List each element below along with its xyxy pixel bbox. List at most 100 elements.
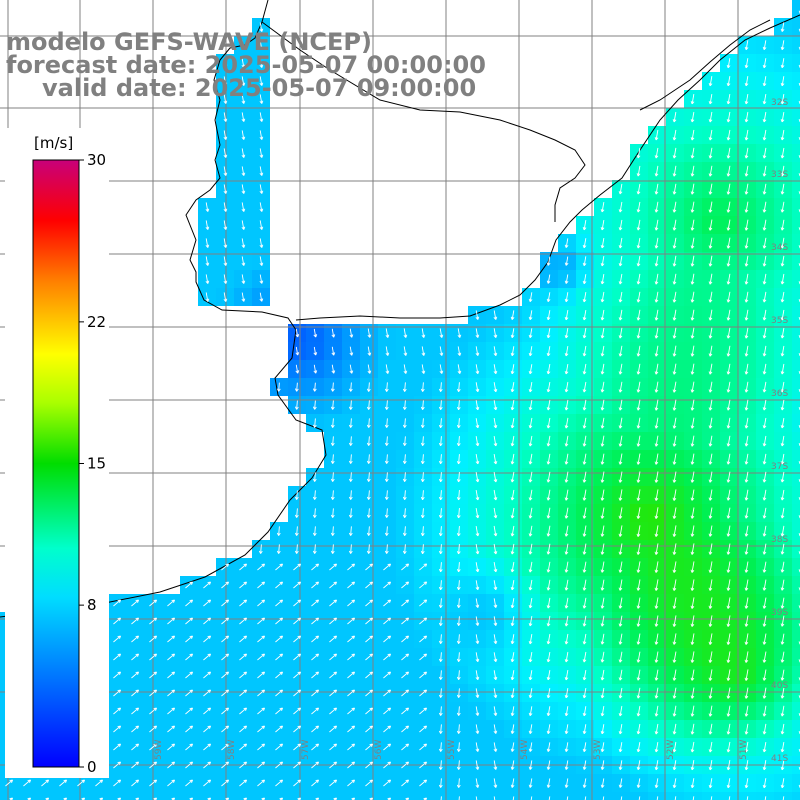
wind-arrow bbox=[672, 327, 677, 339]
wind-arrow bbox=[528, 471, 533, 483]
wind-arrow bbox=[726, 165, 731, 177]
wind-arrow bbox=[203, 581, 211, 589]
wind-arrow bbox=[438, 562, 443, 573]
wind-arrow bbox=[656, 796, 659, 800]
wind-arrow bbox=[419, 689, 427, 697]
wind-arrow bbox=[367, 346, 372, 356]
wind-arrow bbox=[780, 778, 785, 789]
wind-arrow bbox=[312, 472, 317, 482]
lon-label: 56W bbox=[374, 740, 384, 760]
wind-arrow bbox=[528, 778, 533, 788]
wind-arrow bbox=[438, 580, 443, 591]
wind-arrow bbox=[149, 779, 157, 787]
wind-arrow bbox=[546, 399, 551, 411]
wind-arrow bbox=[726, 417, 731, 429]
wind-arrow bbox=[329, 581, 337, 589]
wind-arrow bbox=[203, 689, 211, 697]
wind-arrow bbox=[744, 93, 749, 105]
wind-arrow bbox=[383, 671, 391, 679]
wind-arrow bbox=[618, 724, 623, 735]
wind-arrow bbox=[365, 563, 373, 571]
wind-arrow bbox=[780, 165, 785, 177]
wind-arrow bbox=[564, 274, 569, 284]
wind-arrow bbox=[566, 796, 569, 800]
wind-arrow bbox=[223, 238, 228, 248]
wind-arrow bbox=[311, 563, 319, 571]
wind-arrow bbox=[438, 490, 443, 501]
wind-arrow bbox=[225, 797, 229, 800]
wind-arrow bbox=[708, 633, 713, 645]
wind-arrow bbox=[762, 183, 767, 195]
wind-arrow bbox=[293, 617, 301, 625]
wind-arrow bbox=[185, 743, 193, 751]
wind-arrow bbox=[654, 327, 659, 339]
wind-arrow bbox=[275, 653, 283, 661]
wind-arrow bbox=[293, 581, 301, 589]
wind-arrow bbox=[131, 689, 139, 697]
wind-arrow bbox=[528, 597, 533, 609]
wind-cell bbox=[792, 486, 800, 504]
wind-arrow bbox=[275, 725, 283, 733]
wind-arrow bbox=[475, 436, 480, 447]
wind-arrow bbox=[564, 381, 569, 393]
wind-arrow bbox=[438, 634, 443, 644]
wind-arrow bbox=[762, 651, 767, 663]
wind-arrow bbox=[546, 724, 551, 734]
wind-arrow bbox=[600, 633, 605, 645]
wind-arrow bbox=[510, 580, 515, 591]
wind-arrow bbox=[726, 525, 731, 537]
wind-arrow bbox=[421, 328, 426, 338]
wind-arrow bbox=[744, 687, 749, 699]
wind-arrow bbox=[420, 436, 425, 446]
valid-date: valid date: 2025-05-07 09:00:00 bbox=[42, 74, 477, 102]
wind-arrow bbox=[383, 779, 391, 787]
wind-arrow bbox=[618, 417, 623, 429]
wind-arrow bbox=[600, 525, 605, 537]
wind-cell bbox=[792, 144, 800, 162]
wind-arrow bbox=[330, 382, 335, 392]
wind-arrow bbox=[275, 599, 283, 607]
wind-arrow bbox=[293, 743, 301, 751]
wind-arrow bbox=[744, 291, 749, 303]
wind-arrow bbox=[654, 237, 659, 249]
wind-arrow bbox=[438, 544, 443, 555]
coastline-inland-border bbox=[261, 21, 586, 222]
wind-arrow bbox=[167, 689, 175, 697]
wind-arrow bbox=[366, 526, 371, 536]
wind-arrow bbox=[744, 58, 749, 69]
wind-arrow bbox=[475, 796, 478, 800]
wind-arrow bbox=[600, 363, 605, 375]
wind-cell bbox=[306, 792, 324, 800]
wind-arrow bbox=[241, 148, 246, 158]
wind-arrow bbox=[564, 525, 569, 537]
wind-arrow bbox=[546, 292, 551, 302]
wind-arrow bbox=[710, 796, 713, 800]
wind-arrow bbox=[654, 489, 659, 501]
wind-arrow bbox=[349, 346, 354, 356]
wind-arrow bbox=[780, 651, 785, 663]
wind-arrow bbox=[493, 310, 498, 320]
wind-arrow bbox=[203, 599, 211, 607]
wind-arrow bbox=[131, 653, 139, 661]
wind-arrow bbox=[438, 760, 443, 770]
wind-arrow bbox=[582, 543, 587, 555]
wind-arrow bbox=[167, 599, 175, 607]
wind-arrow bbox=[780, 489, 785, 501]
wind-arrow bbox=[654, 183, 659, 195]
wind-arrow bbox=[672, 165, 677, 177]
wind-arrow bbox=[708, 111, 713, 123]
wind-arrow bbox=[744, 669, 749, 681]
wind-arrow bbox=[167, 635, 175, 643]
wind-arrow bbox=[582, 435, 587, 447]
wind-arrow bbox=[690, 93, 695, 105]
wind-arrow bbox=[420, 508, 425, 519]
wind-arrow bbox=[690, 579, 695, 591]
wind-arrow bbox=[654, 615, 659, 627]
wind-arrow bbox=[348, 418, 353, 428]
colorbar-tick-label: 22 bbox=[87, 313, 106, 331]
wind-arrow bbox=[221, 689, 229, 697]
wind-arrow bbox=[618, 183, 623, 195]
wind-arrow bbox=[131, 707, 139, 715]
wind-arrow bbox=[315, 797, 319, 800]
wind-arrow bbox=[744, 489, 749, 501]
